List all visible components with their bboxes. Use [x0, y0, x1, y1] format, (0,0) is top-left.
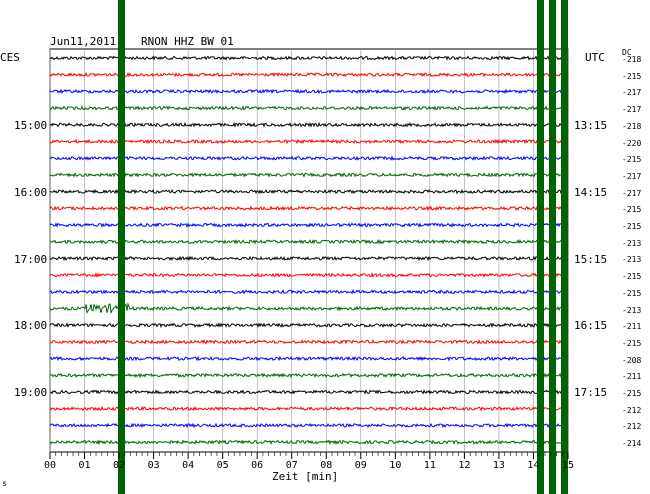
dc-offset-value: -214 — [622, 439, 642, 449]
right-timezone-label: UTC — [585, 51, 605, 64]
right-hour-label: 13:15 — [574, 119, 608, 132]
trace-line — [49, 338, 569, 345]
dc-offset-value: -218 — [622, 55, 642, 64]
x-tick-label: 07 — [285, 460, 298, 471]
seismic-traces — [49, 55, 569, 446]
event-bar — [549, 0, 556, 494]
dc-offset-value: -217 — [622, 88, 642, 98]
dc-offset-value: -215 — [622, 222, 642, 231]
date-label: Jun11,2011 — [50, 35, 117, 48]
dc-offset-value: -213 — [622, 238, 642, 248]
event-bar — [537, 0, 544, 494]
trace-line — [49, 88, 569, 95]
trace-line — [49, 372, 569, 379]
station-label: RNON HHZ BW 01 — [141, 35, 234, 48]
x-tick-label: 04 — [182, 460, 195, 471]
x-tick-label: 13 — [492, 460, 505, 471]
dc-offset-value: -218 — [622, 121, 642, 131]
trace-line — [49, 205, 569, 212]
dc-offset-value: -215 — [622, 205, 642, 215]
left-hour-label: 15:00 — [14, 119, 48, 132]
left-timezone-label: CES — [0, 51, 20, 64]
left-hour-label: 17:00 — [14, 253, 48, 266]
trace-line — [49, 55, 569, 61]
trace-line — [49, 405, 569, 412]
dc-offset-value: -215 — [622, 272, 642, 282]
x-tick-label: 14 — [527, 460, 540, 471]
trace-line — [49, 188, 569, 195]
dc-offset-value: -217 — [622, 188, 642, 198]
dc-offset-value: -215 — [622, 338, 642, 348]
dc-offset-value: -217 — [622, 171, 642, 181]
x-tick-label: 11 — [423, 460, 436, 471]
dc-offset-value: -213 — [622, 255, 642, 265]
dc-offset-value: -220 — [622, 138, 642, 148]
left-hour-label: 19:00 — [14, 386, 48, 399]
trace-line — [49, 238, 569, 245]
trace-line — [49, 105, 569, 111]
x-tick-label: 00 — [43, 460, 57, 471]
corner-mark: s — [2, 479, 7, 488]
right-hour-label: 16:15 — [574, 319, 608, 332]
dc-offset-value: -217 — [622, 105, 642, 115]
trace-line — [49, 355, 569, 362]
x-tick-label: 08 — [320, 460, 333, 471]
trace-line — [49, 288, 569, 295]
x-axis-label: Zeit [min] — [272, 470, 339, 483]
trace-line — [49, 155, 569, 161]
dc-offset-value: -208 — [622, 355, 642, 365]
trace-line — [49, 172, 568, 178]
trace-line — [49, 322, 569, 328]
trace-line — [49, 138, 569, 145]
x-tick-label: 09 — [354, 460, 367, 471]
dc-offset-value: -215 — [622, 288, 642, 298]
x-tick-label: 12 — [458, 460, 471, 471]
dc-offset-value: -215 — [622, 389, 642, 398]
trace-line — [49, 389, 569, 395]
x-tick-label: 01 — [78, 460, 91, 471]
x-tick-label: 10 — [389, 460, 402, 471]
x-tick-label: 03 — [147, 460, 160, 471]
trace-line — [49, 302, 569, 314]
dc-offset-value: -213 — [622, 305, 642, 315]
x-axis-ticks — [49, 452, 569, 459]
trace-line — [49, 255, 569, 262]
left-hour-label: 16:00 — [14, 186, 48, 199]
x-tick-label: 05 — [216, 460, 229, 471]
x-tick-label: 06 — [251, 460, 264, 471]
dc-offset-value: -212 — [622, 405, 642, 415]
trace-line — [49, 222, 569, 228]
dc-offset-value: -211 — [622, 322, 642, 332]
trace-line — [49, 121, 569, 128]
x-tick-label: 15 — [561, 460, 575, 471]
dc-offset-value: -211 — [622, 372, 642, 382]
event-bars — [118, 0, 568, 494]
dc-header-label: DC — [622, 48, 632, 57]
trace-line — [49, 439, 569, 446]
trace-line — [49, 272, 569, 278]
left-hour-label: 18:00 — [14, 319, 48, 332]
event-bar — [118, 0, 125, 494]
event-bar — [561, 0, 568, 494]
trace-line — [49, 71, 569, 78]
x-tick-label: 02 — [113, 460, 126, 471]
trace-line — [49, 422, 569, 429]
right-hour-label: 15:15 — [574, 253, 608, 266]
dc-offset-value: -215 — [622, 71, 642, 81]
dc-offset-value: -215 — [622, 155, 642, 165]
right-hour-label: 14:15 — [574, 186, 608, 199]
right-hour-label: 17:15 — [574, 386, 608, 399]
dc-offset-value: -212 — [622, 422, 642, 432]
